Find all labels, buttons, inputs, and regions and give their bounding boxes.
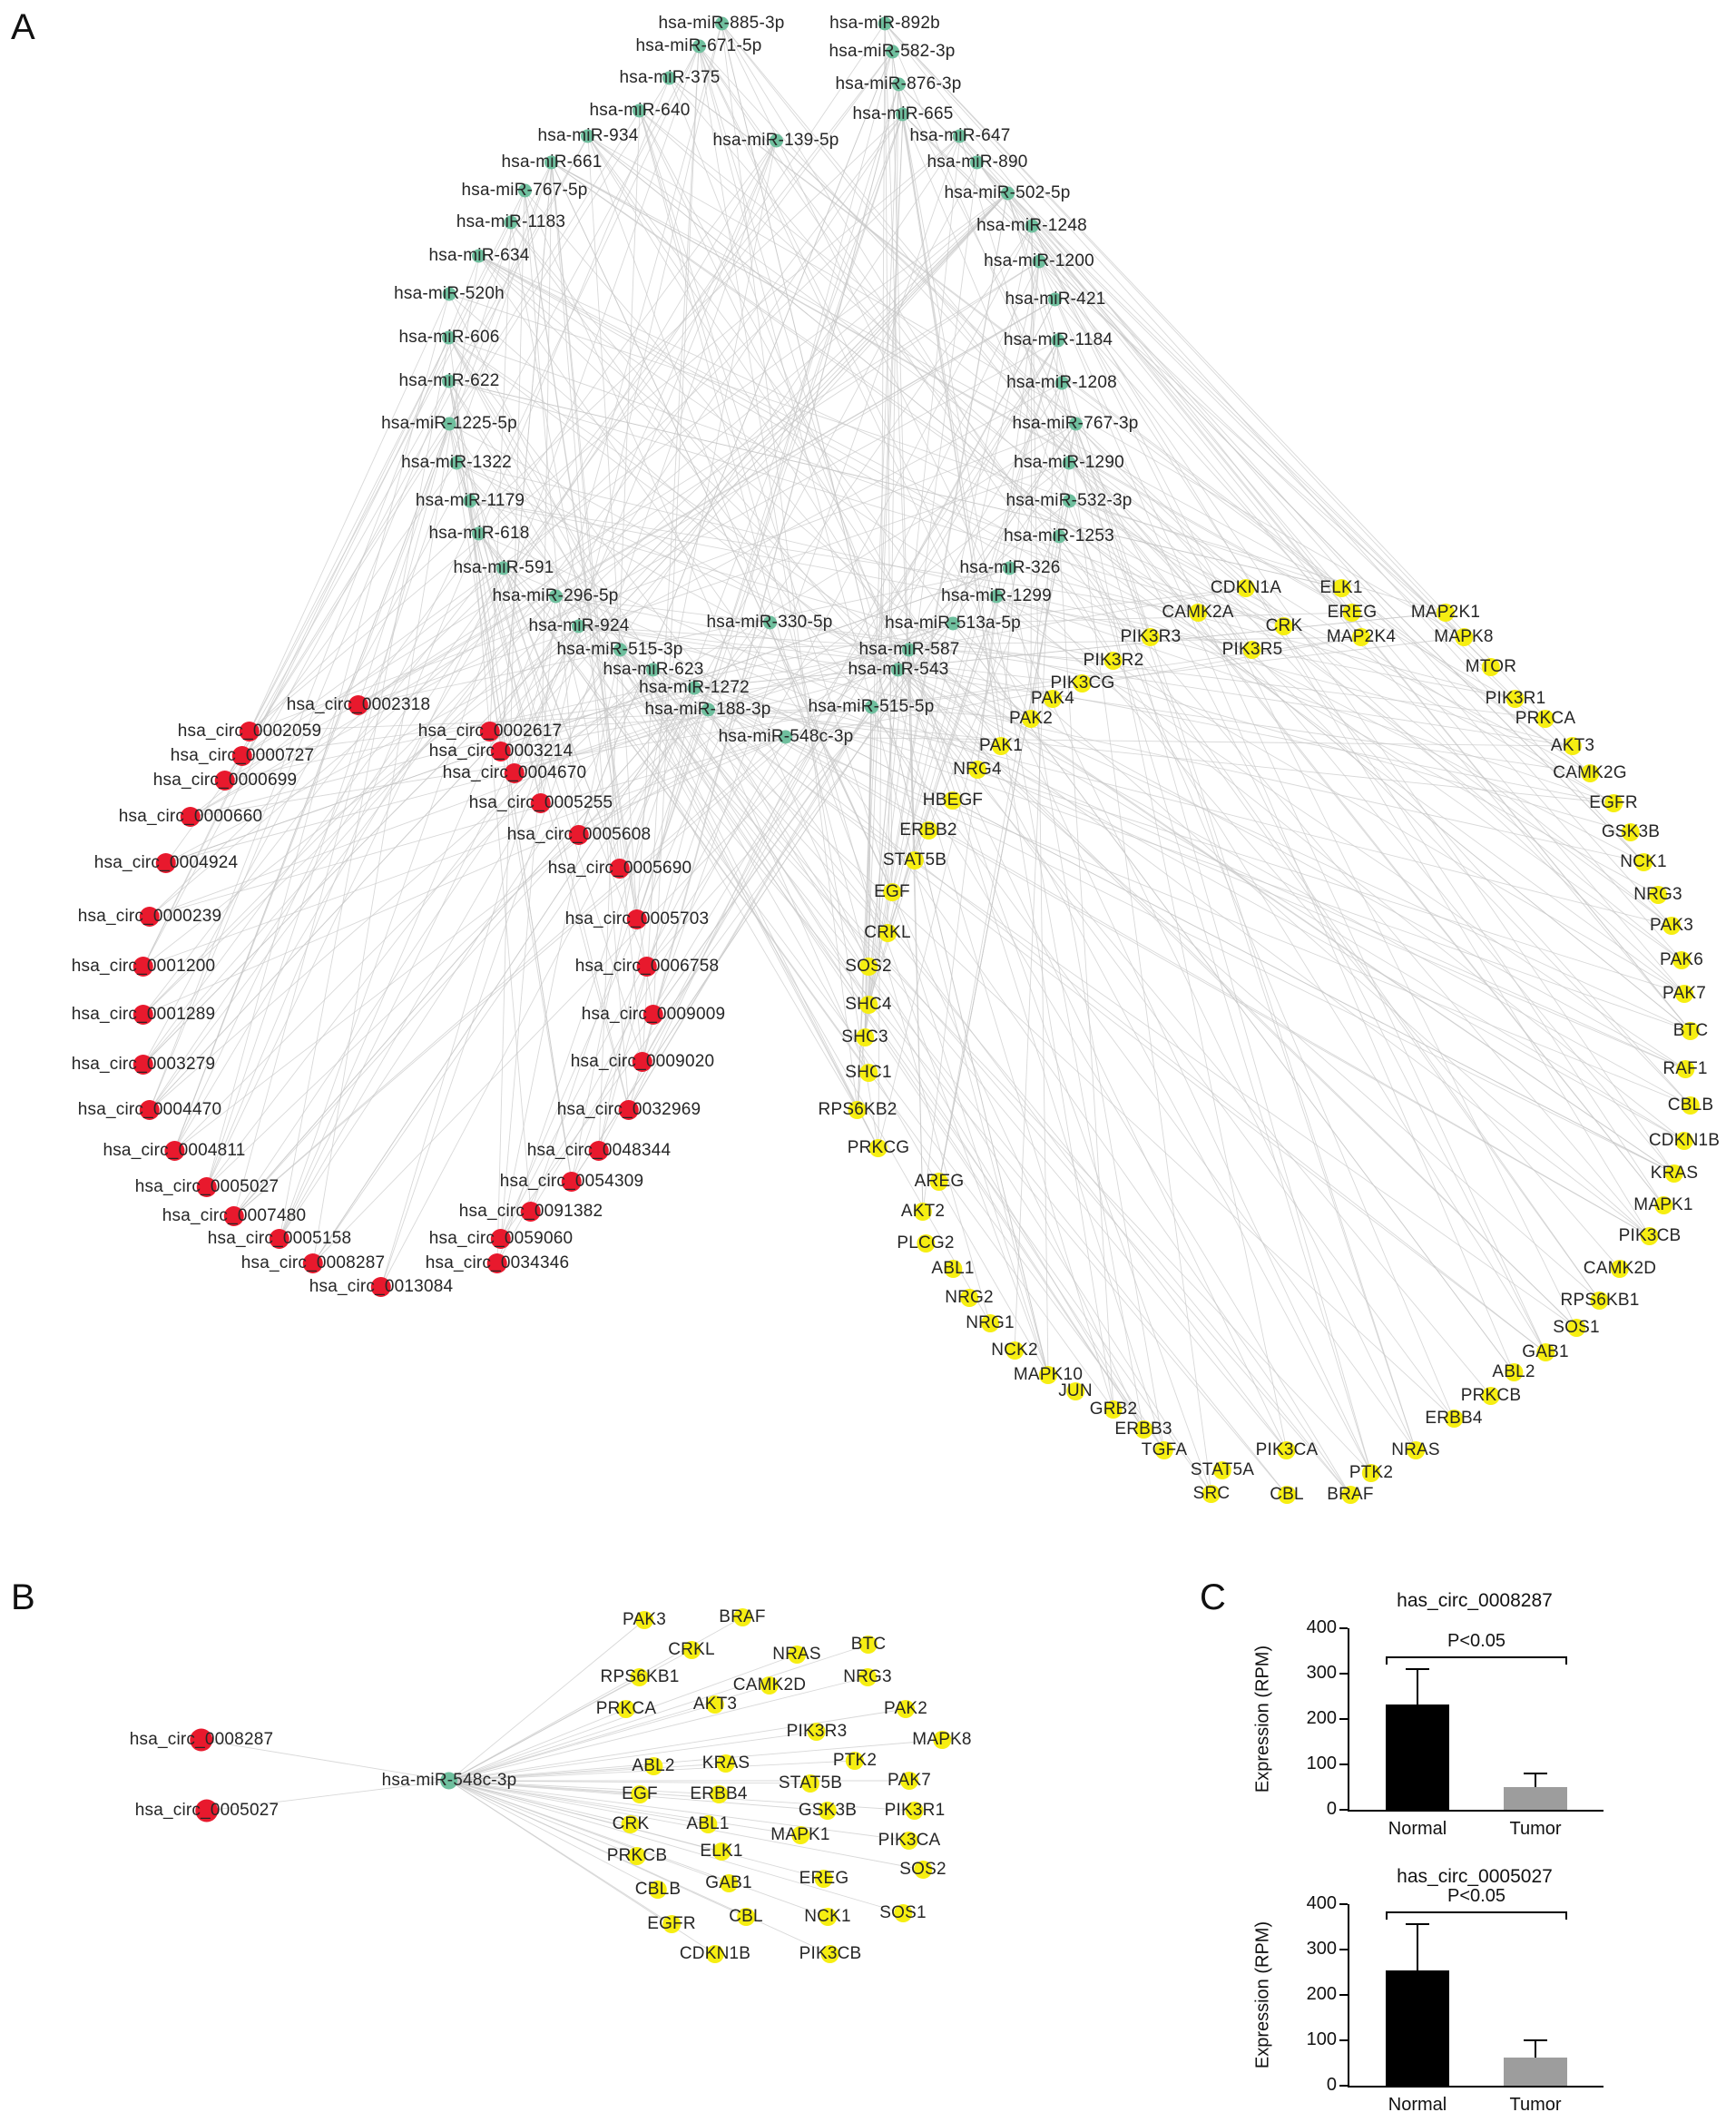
panel-c-label: C [1200,1577,1226,1617]
panel-b-label: B [11,1577,35,1617]
panel-a-label: A [11,7,35,47]
